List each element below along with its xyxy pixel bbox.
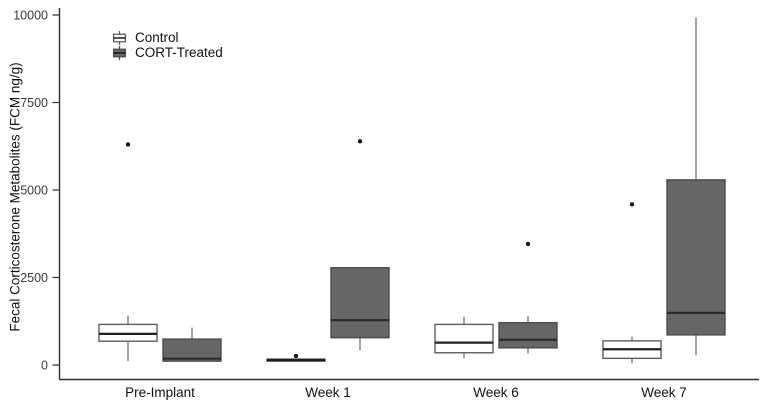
outlier-point-control-week-7 <box>629 202 635 207</box>
y-tick-label: 10000 <box>13 9 48 23</box>
outlier-point-control-pre-implant <box>125 142 131 147</box>
y-tick-label: 2500 <box>20 271 48 285</box>
legend-item-cort-treated: CORT-Treated <box>112 46 223 60</box>
legend-label-control: Control <box>135 30 179 45</box>
y-tick-label: 5000 <box>20 184 48 198</box>
legend-item-control: Control <box>112 31 223 45</box>
y-tick-label: 7500 <box>20 96 48 110</box>
box-cort-treated-pre-implant <box>162 338 222 362</box>
outlier-point-control-week-1 <box>293 353 299 359</box>
outlier-point-cort-treated-week-6 <box>525 241 531 247</box>
legend-label-cort-treated: CORT-Treated <box>135 45 223 60</box>
x-category-label: Week 6 <box>473 385 519 400</box>
x-category-label: Pre-Implant <box>125 385 195 400</box>
boxplot-key-control-icon <box>112 31 127 45</box>
legend: Control CORT-Treated <box>112 31 223 60</box>
x-category-label: Week 7 <box>641 385 687 400</box>
box-cort-treated-week-1 <box>330 267 390 339</box>
box-cort-treated-week-6 <box>498 321 558 349</box>
outlier-point-cort-treated-week-1 <box>357 139 363 144</box>
y-tick-label: 0 <box>41 359 48 373</box>
box-cort-treated-week-7 <box>666 179 726 336</box>
box-control-week-6 <box>434 323 494 354</box>
boxplot-key-cort-treated-icon <box>112 46 127 60</box>
x-category-label: Week 1 <box>305 385 351 400</box>
